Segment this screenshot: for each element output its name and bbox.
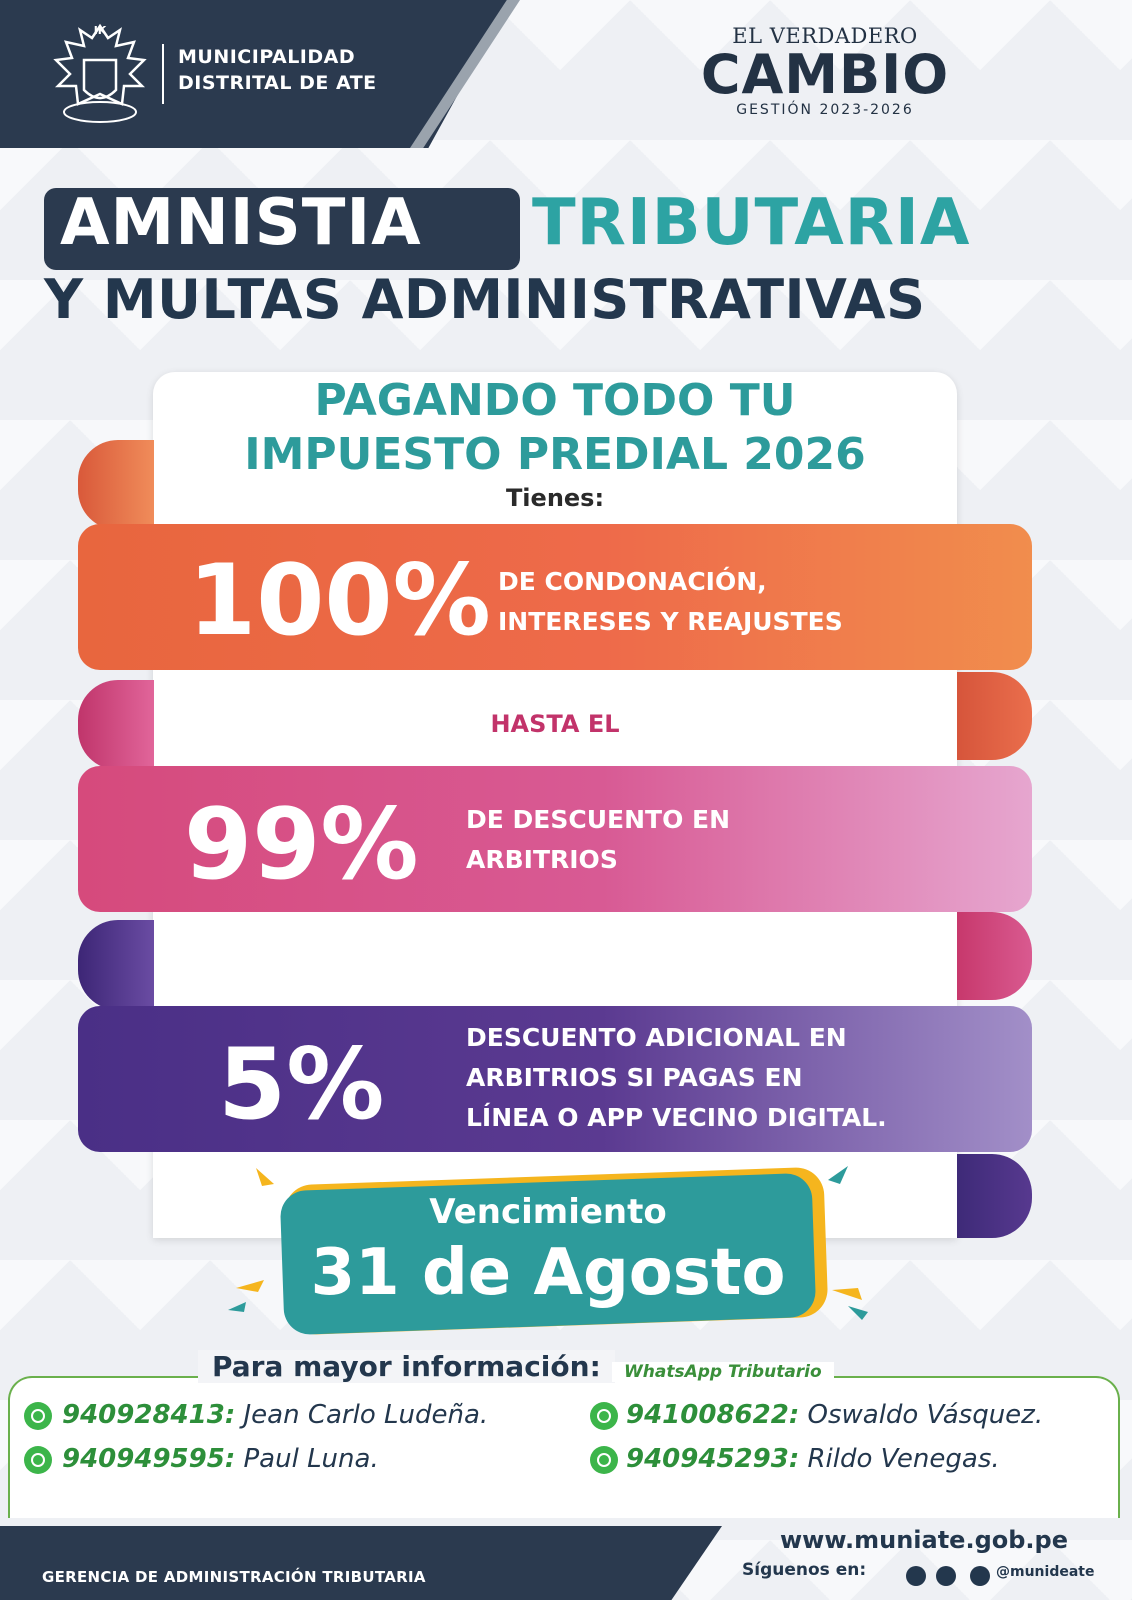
title-line2: Y MULTAS ADMINISTRATIVAS <box>44 268 926 331</box>
contact-name: Jean Carlo Ludeña. <box>243 1400 489 1430</box>
title-highlight-box <box>44 188 520 270</box>
brand-kicker: EL VERDADERO <box>732 24 918 48</box>
sparkle-left-icon <box>228 1168 274 1312</box>
card-heading-line1: PAGANDO TODO TU <box>314 375 796 426</box>
contact-number[interactable]: 940928413: <box>62 1400 236 1430</box>
header-divider <box>162 44 164 104</box>
benefit-ribbon-condonacion: 100% DE CONDONACIÓN, INTERESES Y REAJUST… <box>78 524 1032 670</box>
benefit-desc-line: INTERESES Y REAJUSTES <box>498 607 843 636</box>
ribbon-fold-left <box>78 680 154 770</box>
whatsapp-icon <box>590 1402 618 1430</box>
benefit-desc: DESCUENTO ADICIONAL EN ARBITRIOS SI PAGA… <box>466 1018 887 1138</box>
contact-number[interactable]: 940945293: <box>626 1444 800 1474</box>
social-handle[interactable]: @munideate <box>996 1564 1095 1580</box>
tiktok-icon[interactable] <box>970 1566 990 1586</box>
card-heading: PAGANDO TODO TU IMPUESTO PREDIAL 2026 <box>153 374 957 482</box>
ribbon-fold-right <box>957 672 1032 760</box>
benefit-ribbon-descuento-adicional: 5% DESCUENTO ADICIONAL EN ARBITRIOS SI P… <box>78 1006 1032 1152</box>
brand-logo: EL VERDADERO CAMBIO GESTIÓN 2023-2026 <box>680 24 970 118</box>
whatsapp-label: WhatsApp Tributario <box>612 1362 834 1382</box>
follow-label: Síguenos en: <box>742 1560 867 1580</box>
contact-entry[interactable]: 940928413: Jean Carlo Ludeña. <box>62 1400 488 1430</box>
ribbon-fold-left <box>78 440 154 530</box>
title-word-amnistia: AMNISTIA <box>60 186 422 260</box>
benefit-desc: DE CONDONACIÓN, INTERESES Y REAJUSTES <box>498 562 843 642</box>
contact-number[interactable]: 940949595: <box>62 1444 236 1474</box>
benefit-percent: 99% <box>184 788 419 902</box>
benefit-desc-line: DE DESCUENTO EN <box>466 805 731 834</box>
facebook-icon[interactable] <box>906 1566 926 1586</box>
benefit-desc-line: DE CONDONACIÓN, <box>498 567 767 596</box>
card-tienes: Tienes: <box>505 484 605 512</box>
instagram-icon[interactable] <box>936 1566 956 1586</box>
contact-number[interactable]: 941008622: <box>626 1400 800 1430</box>
contact-entry[interactable]: 941008622: Oswaldo Vásquez. <box>626 1400 1043 1430</box>
whatsapp-icon <box>590 1446 618 1474</box>
benefit-desc-line: LÍNEA O APP VECINO DIGITAL. <box>466 1103 887 1132</box>
benefit-desc: DE DESCUENTO EN ARBITRIOS <box>466 800 730 880</box>
ribbon-fold-right <box>957 912 1032 1000</box>
deadline-label: Vencimiento <box>429 1192 667 1232</box>
contact-name: Rildo Venegas. <box>807 1444 1000 1474</box>
municipality-name-line1: MUNICIPALIDAD <box>178 46 356 68</box>
footer-bar <box>0 1526 722 1600</box>
benefit-ribbon-arbitrios: 99% DE DESCUENTO EN ARBITRIOS <box>78 766 1032 912</box>
contact-entry[interactable]: 940945293: Rildo Venegas. <box>626 1444 1000 1474</box>
contact-title: Para mayor información: <box>198 1350 615 1383</box>
benefit-desc-line: ARBITRIOS SI PAGAS EN <box>466 1063 803 1092</box>
whatsapp-icon <box>24 1402 52 1430</box>
benefit-desc-line: ARBITRIOS <box>466 845 618 874</box>
website-link[interactable]: www.muniate.gob.pe <box>780 1526 1068 1554</box>
sparkle-right-icon <box>828 1166 868 1320</box>
municipality-name-line2: DISTRITAL DE ATE <box>178 72 377 94</box>
deadline-date: 31 de Agosto <box>310 1236 786 1310</box>
benefit-percent: 100% <box>188 544 491 658</box>
hasta-label: HASTA EL <box>490 710 620 738</box>
footer-department: GERENCIA DE ADMINISTRACIÓN TRIBUTARIA <box>42 1568 426 1586</box>
brand-main: CAMBIO <box>700 43 950 106</box>
contact-entry[interactable]: 940949595: Paul Luna. <box>62 1444 379 1474</box>
brand-sub: GESTIÓN 2023-2026 <box>736 102 914 118</box>
svg-text:IK: IK <box>94 24 107 37</box>
title-word-tributaria: TRIBUTARIA <box>532 186 971 260</box>
card-heading-line2: IMPUESTO PREDIAL 2026 <box>244 429 866 480</box>
benefit-percent: 5% <box>218 1028 385 1142</box>
contact-name: Oswaldo Vásquez. <box>807 1400 1044 1430</box>
contact-frame <box>8 1376 1120 1518</box>
contact-name: Paul Luna. <box>243 1444 379 1474</box>
ribbon-fold-left <box>78 920 154 1010</box>
whatsapp-icon <box>24 1446 52 1474</box>
ribbon-fold-right <box>957 1154 1032 1238</box>
municipal-crest-logo: IK <box>53 23 147 123</box>
benefit-desc-line: DESCUENTO ADICIONAL EN <box>466 1023 847 1052</box>
